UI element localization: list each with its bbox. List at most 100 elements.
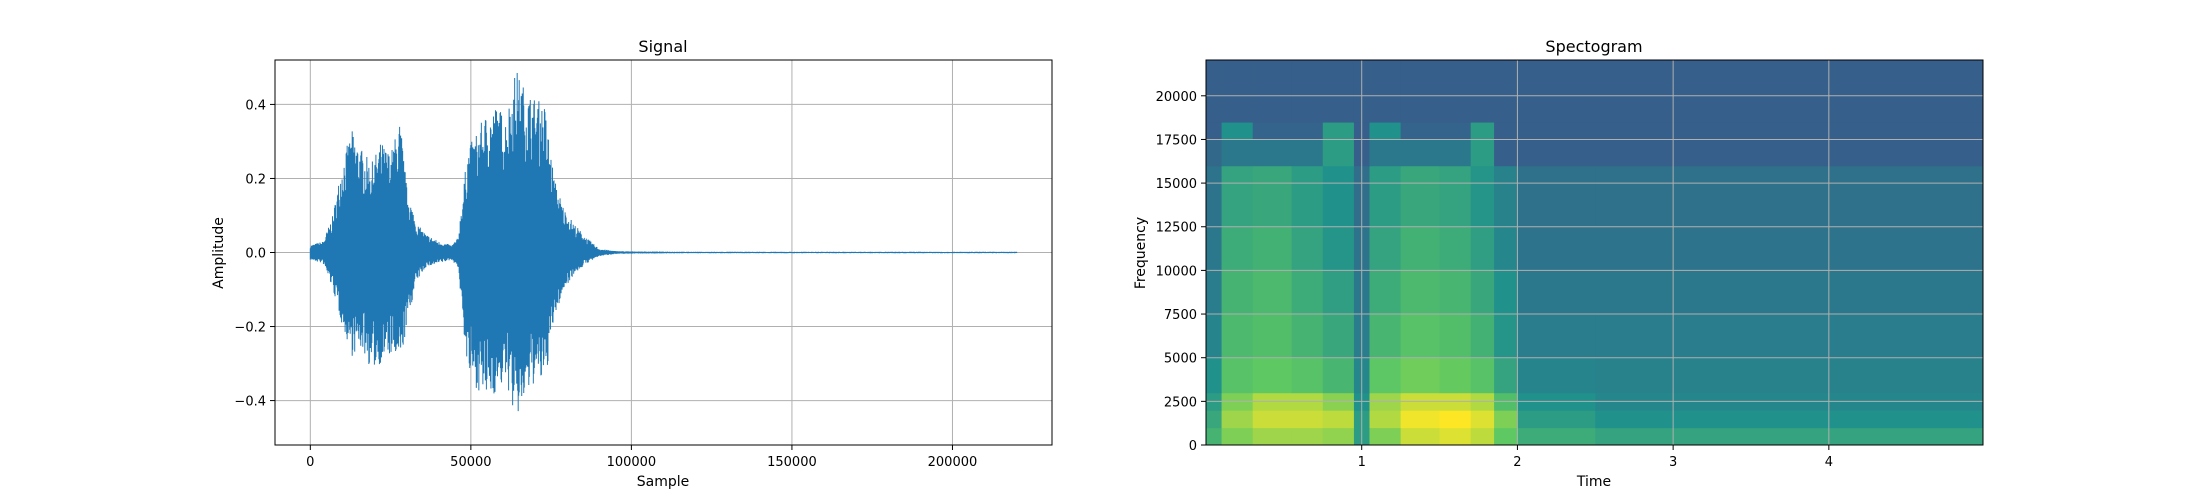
signal-y-tick-label: 0.0 bbox=[245, 247, 266, 262]
signal-y-tick-label: 0.4 bbox=[245, 98, 266, 113]
spectrogram-cell bbox=[1291, 60, 1324, 123]
spectrogram-cell bbox=[1322, 270, 1355, 315]
signal-x-ticks: 0 50000 100000 150000 200000 bbox=[306, 445, 977, 470]
spectrogram-cell bbox=[1369, 121, 1402, 141]
spectrogram-cell bbox=[1206, 270, 1223, 315]
spectrogram-cell bbox=[1322, 427, 1355, 445]
spectrogram-y-tick-label: 10000 bbox=[1156, 264, 1197, 279]
spectrogram-cell bbox=[1595, 410, 1674, 429]
spectrogram-cell bbox=[1673, 410, 1830, 429]
spectrogram-cell bbox=[1517, 427, 1596, 445]
spectrogram-cell bbox=[1206, 165, 1223, 228]
spectrogram-cell bbox=[1439, 427, 1472, 445]
spectrogram-cell bbox=[1439, 410, 1472, 429]
spectrogram-cell bbox=[1470, 226, 1495, 271]
spectrogram-cell bbox=[1400, 357, 1441, 394]
spectrogram-cell bbox=[1517, 139, 1596, 167]
signal-y-tick-label: 0.2 bbox=[245, 172, 266, 187]
spectrogram-cell bbox=[1252, 427, 1293, 445]
spectrogram-cell bbox=[1828, 357, 1983, 394]
spectrogram-cell bbox=[1322, 226, 1355, 271]
spectrogram-cell bbox=[1369, 226, 1402, 271]
signal-y-ticks: −0.4 −0.2 0.0 0.2 0.4 bbox=[234, 98, 275, 410]
spectrogram-cell bbox=[1828, 226, 1983, 271]
spectrogram-cell bbox=[1252, 270, 1293, 315]
spectrogram-cell bbox=[1221, 165, 1254, 228]
signal-y-label: Amplitude bbox=[211, 217, 227, 289]
spectrogram-cell bbox=[1494, 226, 1519, 271]
spectrogram-cell bbox=[1470, 60, 1495, 123]
spectrogram-cell bbox=[1400, 60, 1441, 123]
spectrogram-cell bbox=[1369, 314, 1402, 359]
spectrogram-cell bbox=[1322, 165, 1355, 228]
spectrogram-cell bbox=[1470, 357, 1495, 394]
spectrogram-cell bbox=[1206, 60, 1223, 123]
spectrogram-cell bbox=[1673, 139, 1830, 167]
spectrogram-frame bbox=[1205, 59, 1984, 446]
spectrogram-cell bbox=[1673, 270, 1830, 315]
spectrogram-y-ticks: 0 2500 5000 7500 10000 12500 15000 17500 20000 bbox=[1156, 90, 1206, 454]
signal-x-tick-label: 150000 bbox=[767, 455, 817, 470]
spectrogram-cell bbox=[1369, 165, 1402, 228]
spectrogram-cell bbox=[1400, 270, 1441, 315]
spectrogram-cell bbox=[1494, 165, 1519, 228]
spectrogram-cell bbox=[1595, 226, 1674, 271]
spectrogram-cell bbox=[1673, 357, 1830, 394]
signal-x-tick-label: 200000 bbox=[928, 455, 978, 470]
spectrogram-cell bbox=[1291, 427, 1324, 445]
spectrogram-cell bbox=[1439, 357, 1472, 394]
spectrogram-cell bbox=[1400, 314, 1441, 359]
spectrogram-image bbox=[1206, 60, 1983, 445]
spectrogram-cell bbox=[1369, 427, 1402, 445]
signal-panel: 0 50000 100000 150000 200000 −0.4 −0.2 0.0 0.2 0… bbox=[211, 37, 1053, 490]
spectrogram-y-tick-label: 5000 bbox=[1164, 352, 1197, 367]
signal-x-label: Sample bbox=[637, 474, 690, 490]
spectrogram-cell bbox=[1470, 427, 1495, 445]
spectrogram-cell bbox=[1494, 139, 1519, 167]
spectrogram-cell bbox=[1517, 121, 1596, 141]
spectrogram-cell bbox=[1369, 139, 1402, 167]
spectrogram-cell bbox=[1322, 314, 1355, 359]
spectrogram-x-tick-label: 1 bbox=[1358, 455, 1366, 470]
spectrogram-cell bbox=[1291, 121, 1324, 141]
spectrogram-y-label: Frequency bbox=[1133, 217, 1149, 289]
spectrogram-cell bbox=[1828, 165, 1983, 228]
spectrogram-cell bbox=[1517, 165, 1596, 228]
spectrogram-cell bbox=[1400, 165, 1441, 228]
spectrogram-cell bbox=[1439, 60, 1472, 123]
signal-x-tick-label: 0 bbox=[306, 455, 314, 470]
spectrogram-cell bbox=[1322, 121, 1355, 141]
spectrogram-cell bbox=[1369, 60, 1402, 123]
spectrogram-cell bbox=[1470, 314, 1495, 359]
spectrogram-cell bbox=[1369, 270, 1402, 315]
spectrogram-cell bbox=[1291, 410, 1324, 429]
spectrogram-cell bbox=[1400, 226, 1441, 271]
spectrogram-cell bbox=[1517, 60, 1596, 123]
spectrogram-cell bbox=[1291, 139, 1324, 167]
spectrogram-cell bbox=[1252, 314, 1293, 359]
spectrogram-cell bbox=[1673, 121, 1830, 141]
spectrogram-x-ticks: 1 2 3 4 bbox=[1358, 445, 1833, 470]
spectrogram-cell bbox=[1494, 121, 1519, 141]
spectrogram-cell bbox=[1400, 139, 1441, 167]
spectrogram-cell bbox=[1221, 121, 1254, 141]
spectrogram-cell bbox=[1221, 60, 1254, 123]
spectrogram-cell bbox=[1828, 60, 1983, 123]
spectrogram-cell bbox=[1221, 410, 1254, 429]
spectrogram-cell bbox=[1439, 139, 1472, 167]
spectrogram-cell bbox=[1494, 314, 1519, 359]
spectrogram-cell bbox=[1206, 427, 1223, 445]
spectrogram-cell bbox=[1206, 357, 1223, 394]
spectrogram-y-tick-label: 20000 bbox=[1156, 90, 1197, 105]
spectrogram-cell bbox=[1291, 314, 1324, 359]
spectrogram-cell bbox=[1828, 139, 1983, 167]
spectrogram-cell bbox=[1322, 60, 1355, 123]
spectrogram-cell bbox=[1673, 226, 1830, 271]
spectrogram-cell bbox=[1494, 357, 1519, 394]
spectrogram-cell bbox=[1517, 410, 1596, 429]
spectrogram-y-tick-label: 2500 bbox=[1164, 395, 1197, 410]
spectrogram-cell bbox=[1439, 226, 1472, 271]
signal-y-tick-label: −0.4 bbox=[234, 395, 266, 410]
spectrogram-cell bbox=[1206, 314, 1223, 359]
spectrogram-cell bbox=[1439, 314, 1472, 359]
